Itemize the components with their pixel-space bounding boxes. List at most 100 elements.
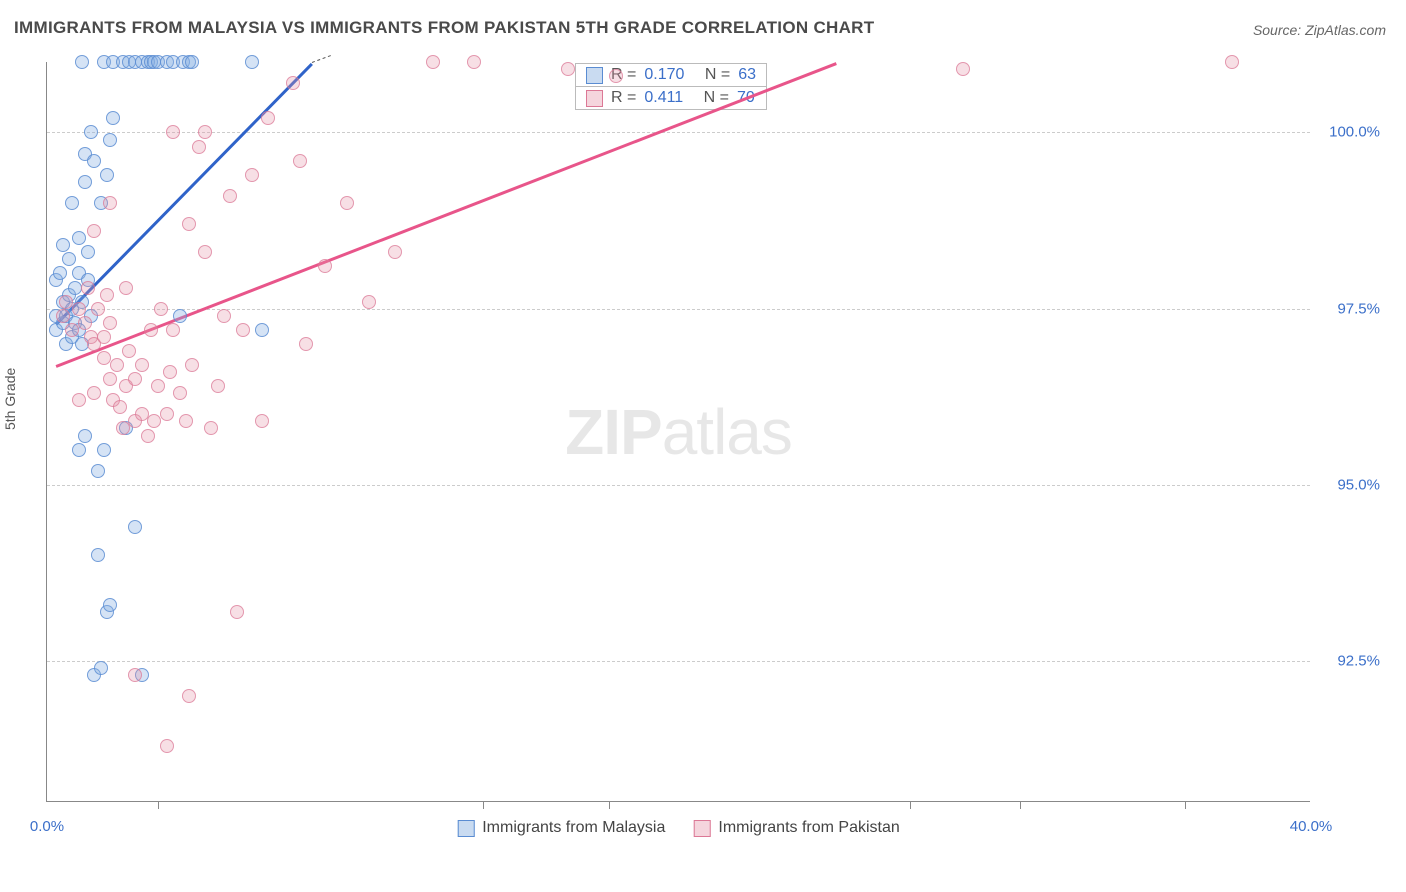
data-point [286,76,300,90]
x-tick [1020,801,1021,809]
gridline [47,485,1310,486]
data-point [128,372,142,386]
data-point [62,252,76,266]
gridline [47,132,1310,133]
trend-line [56,62,837,367]
data-point [467,55,481,69]
data-point [141,429,155,443]
trend-extension [312,55,331,63]
data-point [103,598,117,612]
data-point [97,443,111,457]
data-point [151,379,165,393]
data-point [65,196,79,210]
data-point [561,62,575,76]
data-point [609,69,623,83]
data-point [154,302,168,316]
data-point [103,196,117,210]
data-point [116,421,130,435]
r-label: R = [611,89,636,107]
data-point [192,140,206,154]
data-point [65,323,79,337]
correlation-legend: R = 0.170 N = 63 R = 0.411 N = 70 [575,63,767,110]
data-point [91,464,105,478]
y-tick-label: 92.5% [1320,653,1380,670]
data-point [56,238,70,252]
x-tick [609,801,610,809]
legend-item-malaysia: Immigrants from Malaysia [457,819,665,837]
data-point [163,365,177,379]
data-point [81,245,95,259]
data-point [103,372,117,386]
data-point [245,168,259,182]
data-point [166,125,180,139]
chart-title: IMMIGRANTS FROM MALAYSIA VS IMMIGRANTS F… [14,18,874,38]
data-point [110,358,124,372]
data-point [179,414,193,428]
data-point [198,245,212,259]
data-point [103,316,117,330]
data-point [72,231,86,245]
data-point [245,55,259,69]
data-point [147,414,161,428]
data-point [182,217,196,231]
data-point [87,386,101,400]
series-legend: Immigrants from Malaysia Immigrants from… [457,819,900,837]
data-point [72,443,86,457]
data-point [119,281,133,295]
data-point [1225,55,1239,69]
data-point [956,62,970,76]
source-label: Source: ZipAtlas.com [1253,22,1386,38]
gridline [47,661,1310,662]
x-tick [1185,801,1186,809]
gridline [47,309,1310,310]
data-point [56,309,70,323]
data-point [426,55,440,69]
data-point [135,358,149,372]
y-tick-label: 95.0% [1320,476,1380,493]
y-tick-label: 97.5% [1320,300,1380,317]
data-point [185,358,199,372]
chart-plot-area: ZIPatlas R = 0.170 N = 63 R = 0.411 N = … [46,62,1310,802]
data-point [78,429,92,443]
x-tick-label: 0.0% [30,818,64,835]
data-point [97,330,111,344]
data-point [299,337,313,351]
data-point [318,259,332,273]
data-point [362,295,376,309]
data-point [113,400,127,414]
data-point [255,414,269,428]
data-point [78,316,92,330]
data-point [81,281,95,295]
data-point [185,55,199,69]
r-value-malaysia: 0.170 [644,66,684,84]
n-label: N = [705,66,730,84]
legend-row-malaysia: R = 0.170 N = 63 [575,63,767,87]
data-point [78,175,92,189]
swatch-pakistan-icon [693,820,710,837]
data-point [340,196,354,210]
legend-label-pakistan: Immigrants from Pakistan [718,819,899,837]
data-point [211,379,225,393]
data-point [204,421,218,435]
data-point [103,133,117,147]
x-tick [483,801,484,809]
legend-row-pakistan: R = 0.411 N = 70 [575,87,767,110]
data-point [144,323,158,337]
swatch-malaysia-icon [457,820,474,837]
watermark-rest: atlas [662,396,792,468]
data-point [293,154,307,168]
data-point [122,344,136,358]
data-point [91,302,105,316]
swatch-malaysia [586,67,603,84]
data-point [230,605,244,619]
legend-label-malaysia: Immigrants from Malaysia [482,819,665,837]
data-point [100,288,114,302]
data-point [87,224,101,238]
watermark: ZIPatlas [565,395,792,469]
data-point [173,309,187,323]
data-point [72,393,86,407]
y-axis-label: 5th Grade [2,368,18,430]
data-point [94,661,108,675]
legend-item-pakistan: Immigrants from Pakistan [693,819,899,837]
data-point [84,125,98,139]
